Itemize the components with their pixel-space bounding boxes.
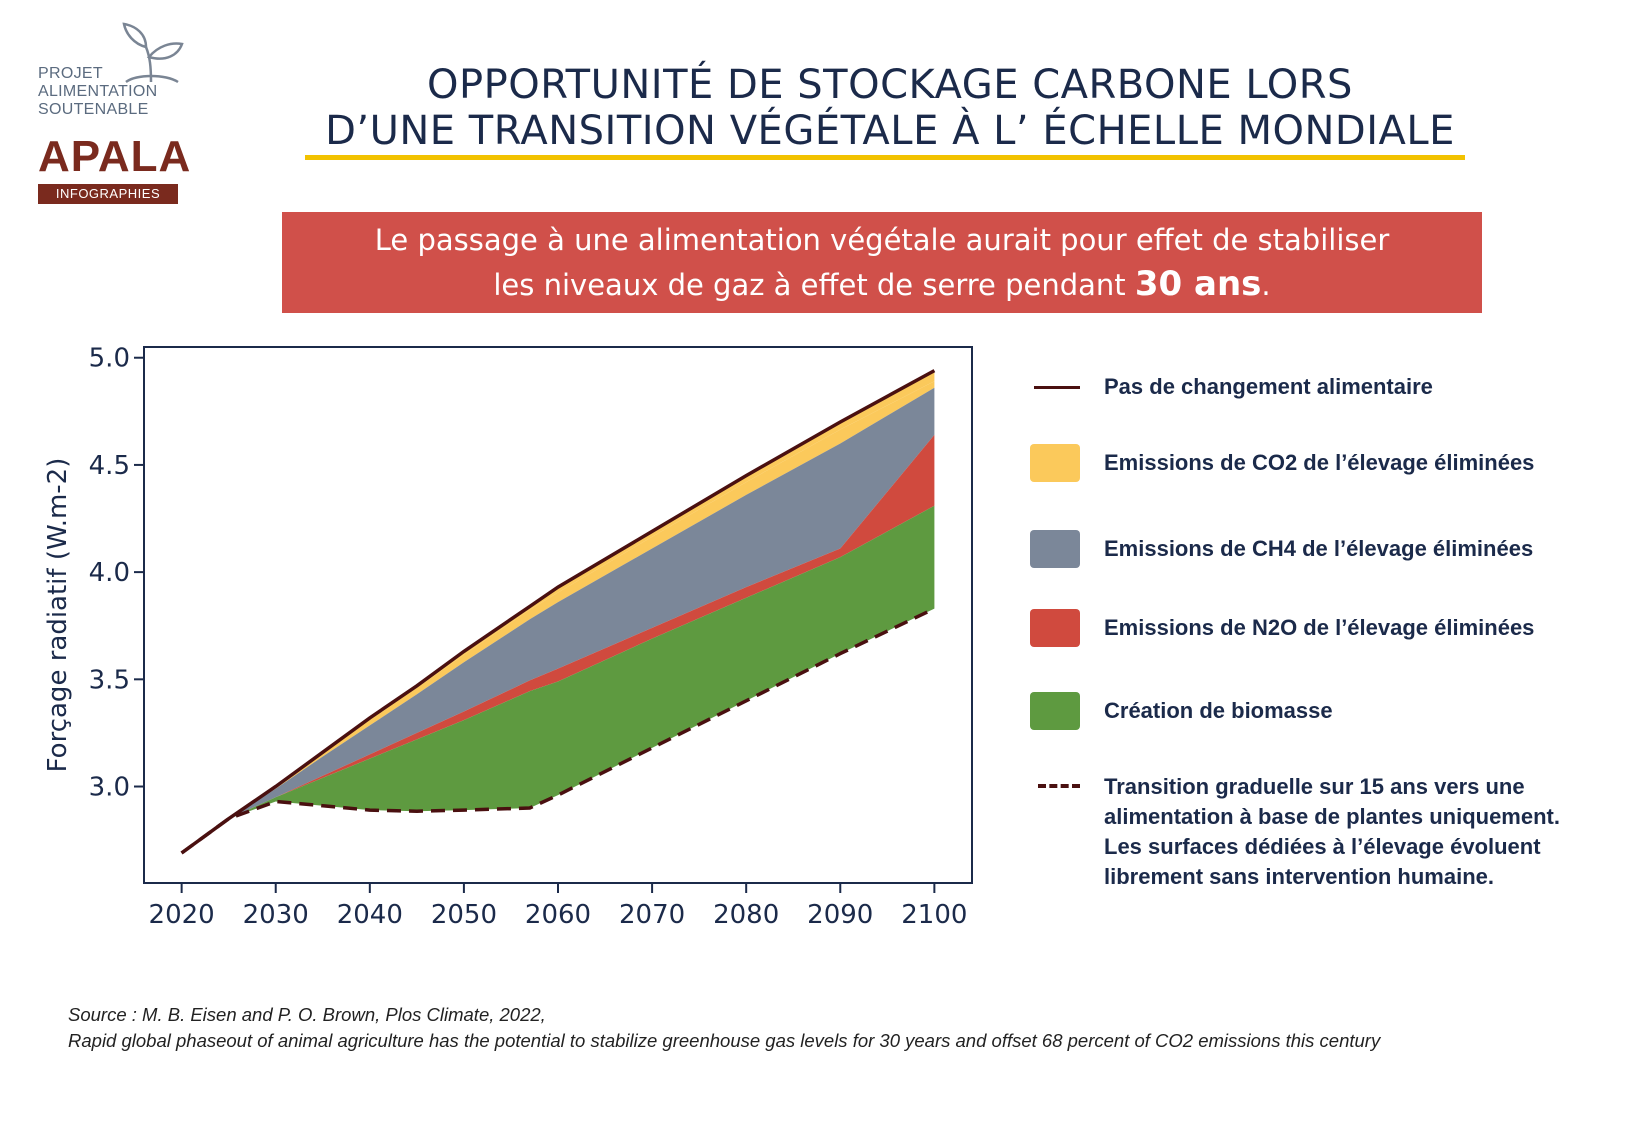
y-tick-label: 5.0 xyxy=(89,344,130,374)
logo-brand: APALA xyxy=(38,132,192,181)
logo-line-3: SOUTENABLE xyxy=(38,101,149,118)
source-line-1: Source : M. B. Eisen and P. O. Brown, Pl… xyxy=(68,1004,546,1025)
x-tick-label: 2060 xyxy=(525,900,591,930)
logo-line-1: PROJET xyxy=(38,65,103,82)
area-co2-band xyxy=(181,381,935,853)
source-line-2: Rapid global phaseout of animal agricult… xyxy=(68,1030,1381,1051)
legend-line-no-change xyxy=(1034,386,1080,389)
x-tick-label: 2030 xyxy=(243,900,309,930)
area-biomass xyxy=(181,505,935,853)
legend-label-biomass: Création de biomasse xyxy=(1104,698,1333,723)
legend-label-n2o: Emissions de N2O de l’élevage éliminées xyxy=(1104,615,1535,640)
x-tick-label: 2050 xyxy=(431,900,497,930)
x-tick-label: 2020 xyxy=(149,900,215,930)
banner-line-2-text: les niveaux de gaz à effet de serre pend… xyxy=(493,268,1135,302)
x-tick-label: 2090 xyxy=(807,900,873,930)
key-message-banner: Le passage à une alimentation végétale a… xyxy=(282,212,1482,313)
legend-dash-transition xyxy=(1038,784,1080,788)
x-tick-label: 2080 xyxy=(713,900,779,930)
legend-label-transition-1: Transition graduelle sur 15 ans vers une xyxy=(1104,774,1525,799)
legend-swatch-co2 xyxy=(1030,444,1080,482)
title-underline xyxy=(305,155,1465,160)
legend-swatch-biomass xyxy=(1030,692,1080,730)
y-axis-label: Forçage radiatif (W.m-2) xyxy=(43,458,73,773)
legend-label-no-change: Pas de changement alimentaire xyxy=(1104,374,1433,399)
sprout-icon xyxy=(122,22,184,84)
y-tick-label: 4.0 xyxy=(89,558,130,588)
legend-label-transition-3: Les surfaces dédiées à l’élevage évoluen… xyxy=(1104,834,1541,859)
legend-swatch-ch4 xyxy=(1030,530,1080,568)
y-tick-label: 4.5 xyxy=(89,451,130,481)
x-tick-label: 2040 xyxy=(337,900,403,930)
title-line-1: OPPORTUNITÉ DE STOCKAGE CARBONE LORS xyxy=(427,62,1353,108)
x-tick-label: 2070 xyxy=(619,900,685,930)
legend-label-co2: Emissions de CO2 de l’élevage éliminées xyxy=(1104,450,1535,475)
x-tick-label: 2100 xyxy=(901,900,967,930)
apala-logo: PROJET ALIMENTATION SOUTENABLE APALA INF… xyxy=(38,22,192,207)
series-transition-dashed xyxy=(180,607,936,855)
y-tick-label: 3.0 xyxy=(89,773,130,803)
banner-line-2-end: . xyxy=(1261,268,1271,302)
area-co2 xyxy=(181,370,935,853)
title-line-2: D’UNE TRANSITION VÉGÉTALE À L’ ÉCHELLE M… xyxy=(325,108,1455,154)
banner-line-2: les niveaux de gaz à effet de serre pend… xyxy=(282,262,1482,307)
legend-swatch-n2o xyxy=(1030,609,1080,647)
logo-line-2: ALIMENTATION xyxy=(38,83,158,100)
page-title: OPPORTUNITÉ DE STOCKAGE CARBONE LORS D’U… xyxy=(300,62,1480,154)
area-ch4 xyxy=(181,387,935,853)
banner-line-1: Le passage à une alimentation végétale a… xyxy=(374,223,1390,257)
legend-label-transition-4: librement sans intervention humaine. xyxy=(1104,864,1494,889)
legend-label-ch4: Emissions de CH4 de l’élevage éliminées xyxy=(1104,536,1534,561)
series-no-change-line xyxy=(180,369,936,855)
logo-tag: INFOGRAPHIES xyxy=(38,184,178,204)
y-tick-label: 3.5 xyxy=(89,665,130,695)
banner-highlight: 30 ans xyxy=(1134,264,1262,304)
source-citation: Source : M. B. Eisen and P. O. Brown, Pl… xyxy=(68,1002,1568,1054)
legend-label-transition-2: alimentation à base de plantes uniquemen… xyxy=(1104,804,1560,829)
